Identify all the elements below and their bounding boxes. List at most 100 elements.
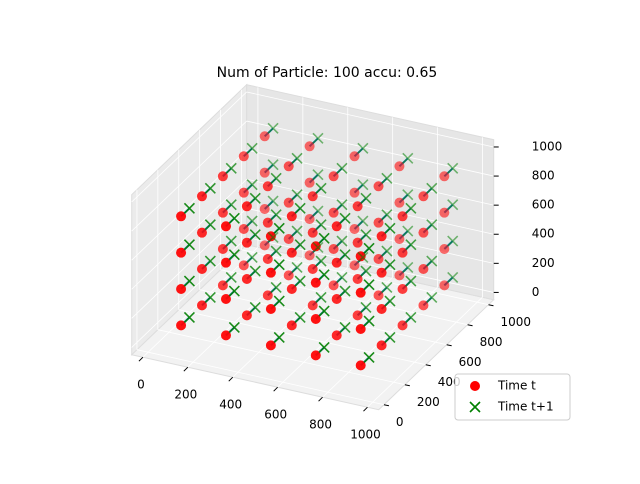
point [373,181,384,192]
point [176,211,187,222]
y-tick [446,344,452,347]
z-tick-label: 200 [532,256,555,270]
x-tick [363,406,368,412]
point [402,152,414,164]
point [312,132,324,144]
point [439,280,450,291]
point [384,259,396,271]
x-tick [228,376,234,382]
point [439,171,450,182]
y-tick [383,404,390,407]
point [265,304,276,315]
grid-line [157,329,405,386]
point [355,287,366,298]
point [286,247,297,258]
point [228,321,240,333]
point [349,224,360,235]
point [220,294,231,305]
z-tick-label: 1000 [532,139,563,153]
point [318,232,330,244]
point [336,162,348,174]
point [283,270,294,281]
point [376,267,387,278]
point [238,260,249,271]
point [418,191,429,202]
z-tick-label: 800 [532,169,555,183]
point [402,225,414,237]
point [249,301,261,313]
y-tick-label: 1000 [500,315,531,329]
x-tick-label: 800 [309,418,332,432]
point [373,254,384,265]
y-tick [425,364,431,367]
point [363,242,375,254]
point [405,311,417,323]
point [286,320,297,331]
point [447,199,459,211]
point [328,207,339,218]
point [304,250,315,261]
point [384,222,396,234]
point [241,310,252,321]
point [357,215,369,227]
point [267,159,279,171]
point [349,151,360,162]
point [339,212,351,224]
z-tick-label: 600 [532,198,555,212]
point [262,217,273,228]
point [270,281,282,293]
z-tick-label: 400 [532,227,555,241]
y-tick-label: 0 [396,415,404,429]
grid-line [131,91,247,203]
point [418,227,429,238]
point [315,219,327,231]
point [196,227,207,238]
y-tick-label: 800 [480,335,503,349]
x-tick [183,366,189,372]
point [238,224,249,235]
point [312,205,324,217]
point [204,182,216,194]
point [183,239,195,251]
point [196,191,207,202]
x-tick [318,396,323,402]
grid-line [246,237,494,293]
point [331,330,342,341]
point [294,275,306,287]
point [376,231,387,242]
point [357,251,369,263]
point [373,217,384,228]
point [238,187,249,198]
point [241,237,252,248]
point [394,161,405,172]
point [246,179,258,191]
point [328,280,339,291]
point [397,211,408,222]
grid-line [246,178,494,235]
y-tick [488,304,494,307]
point [363,279,375,291]
point [349,187,360,198]
point [357,142,369,154]
point [360,265,372,277]
point [339,285,351,297]
point [355,360,366,371]
x-tick-label: 1000 [350,428,381,442]
y-tick-label: 600 [459,355,482,369]
point [426,182,438,194]
point [384,295,396,307]
marks [176,122,459,371]
point [360,229,372,241]
z-tick-label: 0 [532,285,540,299]
point [241,201,252,212]
point [336,235,348,247]
x-tick-label: 600 [264,408,287,422]
point [373,290,384,301]
point [394,234,405,245]
point [402,261,414,273]
point [349,260,360,271]
legend: Time t Time t+1 [454,373,571,421]
legend-marker [470,381,480,391]
point [312,241,324,253]
